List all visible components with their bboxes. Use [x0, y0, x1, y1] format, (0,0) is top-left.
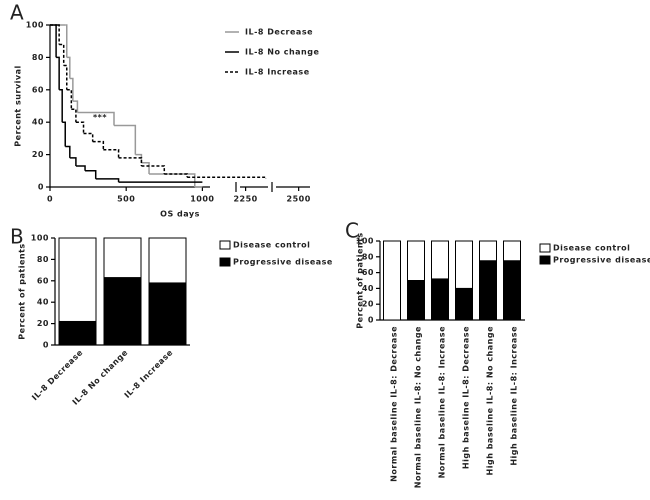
y-tick-label: 100	[31, 234, 49, 243]
survival-step	[92, 140, 105, 150]
bar-segment	[103, 237, 142, 279]
y-tick-label: 20	[362, 300, 374, 309]
y-tick-label: 80	[37, 255, 49, 264]
survival-step	[141, 161, 150, 175]
legend-swatch	[219, 257, 231, 267]
bar-segment	[148, 282, 187, 346]
bar-segment	[431, 240, 449, 280]
survival-step	[118, 157, 143, 166]
x-tick-label: Normal baseline IL-8: Increase	[438, 326, 447, 478]
x-tick-label: 500	[117, 195, 135, 204]
survival-step	[65, 145, 71, 158]
x-axis-label: OS days	[160, 210, 200, 219]
survival-step	[141, 165, 166, 175]
x-tick-label: Normal baseline IL-8: No change	[414, 326, 423, 488]
survival-step	[66, 89, 73, 110]
survival-step	[114, 124, 137, 155]
y-tick-label: 0	[368, 316, 374, 325]
survival-step	[57, 24, 60, 45]
x-tick-label: High baseline IL-8: Decrease	[462, 326, 471, 469]
bar-segment	[503, 260, 521, 321]
x-tick-label: 1000	[190, 195, 214, 204]
legend-label: Progressive disease	[233, 258, 333, 267]
survival-step	[95, 178, 120, 183]
panel-label: A	[10, 1, 24, 25]
x-tick-label: High baseline IL-8: Increase	[510, 326, 519, 466]
legend-label: IL-8 No change	[245, 48, 319, 57]
survival-step	[69, 157, 77, 166]
bar-segment	[503, 240, 521, 262]
legend-label: IL-8 Increase	[245, 68, 310, 77]
y-axis-label: Percent of patients	[18, 243, 27, 339]
bar-segment	[58, 320, 97, 346]
annotation: ***	[93, 113, 107, 122]
y-tick-label: 0	[43, 341, 49, 350]
survival-step	[71, 108, 77, 123]
y-tick-label: 60	[37, 276, 49, 285]
y-tick-label: 100	[26, 21, 44, 30]
survival-step	[85, 170, 97, 179]
y-axis-label: Percent of patients	[356, 232, 365, 328]
bar-segment	[103, 277, 142, 346]
survival-step	[103, 148, 120, 158]
bar-segment	[455, 240, 473, 289]
survival-step	[59, 43, 65, 66]
y-tick-label: 20	[32, 150, 44, 159]
bar-segment	[58, 237, 97, 322]
survival-step	[65, 24, 68, 58]
y-tick-label: 60	[362, 268, 374, 277]
survival-step	[56, 56, 60, 90]
y-tick-label: 80	[32, 53, 44, 62]
legend-swatch	[539, 243, 551, 253]
y-tick-label: 60	[32, 85, 44, 94]
y-tick-label: 100	[356, 237, 374, 246]
x-tick-label: Normal baseline IL-8: Decrease	[390, 326, 399, 482]
legend-label: Disease control	[553, 244, 630, 253]
bar-segment	[455, 287, 473, 321]
survival-step	[53, 24, 57, 58]
panel-label: C	[345, 219, 359, 243]
y-axis-label: Percent survival	[14, 65, 23, 146]
survival-step	[75, 121, 85, 134]
x-tick-label: High baseline IL-8: No change	[486, 326, 495, 476]
legend-swatch	[219, 240, 231, 250]
survival-step	[83, 132, 94, 142]
x-tick-label: 0	[47, 195, 53, 204]
y-tick-label: 20	[37, 319, 49, 328]
survival-step	[62, 121, 66, 147]
legend-label: Progressive disease	[553, 256, 650, 265]
survival-step	[164, 173, 188, 178]
y-tick-label: 40	[37, 298, 49, 307]
legend-label: Disease control	[233, 241, 310, 250]
survival-step	[66, 56, 71, 79]
x-tick-label: 2500	[287, 195, 311, 204]
survival-step	[59, 89, 63, 123]
bar-segment	[407, 240, 425, 281]
survival-step	[69, 77, 74, 102]
x-tick-label: 2250	[233, 195, 257, 204]
legend-label: IL-8 Decrease	[245, 28, 313, 37]
bar-segment	[479, 260, 497, 321]
survival-step	[77, 111, 115, 126]
survival-step	[149, 173, 196, 187]
y-tick-label: 40	[362, 284, 374, 293]
survival-step	[135, 153, 143, 163]
survival-step	[72, 100, 79, 113]
y-tick-label: 0	[38, 183, 44, 192]
bar-segment	[431, 278, 449, 321]
y-tick-label: 80	[362, 252, 374, 261]
bar-segment	[407, 280, 425, 321]
x-tick-label: IL-8 Increase	[123, 348, 175, 400]
survival-step	[75, 165, 86, 171]
legend-swatch	[539, 255, 551, 265]
survival-step	[63, 64, 68, 90]
bar-segment	[383, 240, 401, 321]
survival-step	[187, 176, 267, 179]
panel-label: B	[10, 225, 24, 249]
y-tick-label: 40	[32, 118, 44, 127]
bar-segment	[148, 237, 187, 284]
bar-segment	[479, 240, 497, 262]
